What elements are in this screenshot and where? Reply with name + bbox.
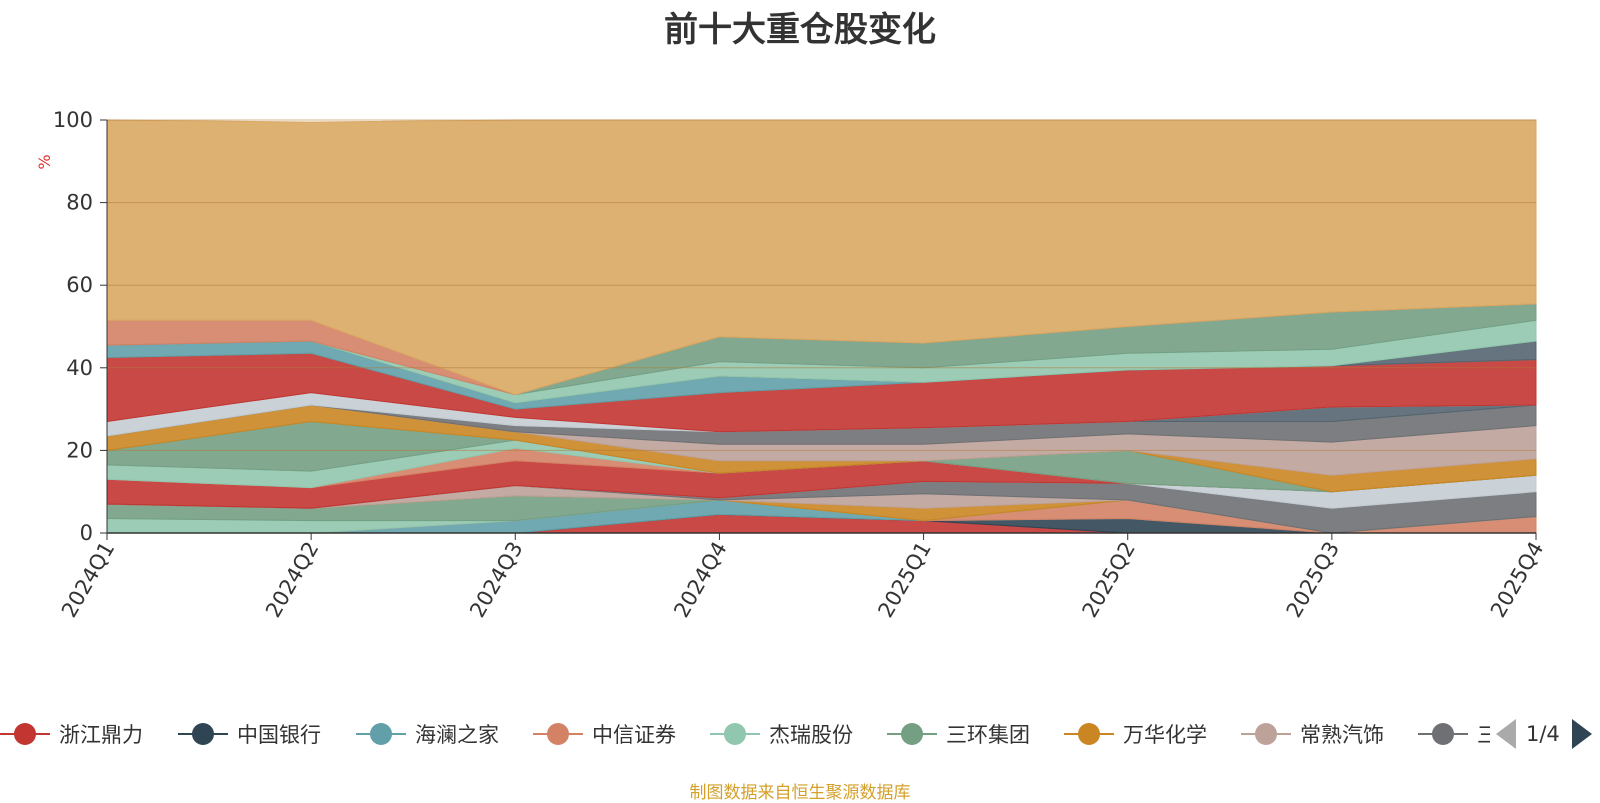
legend-item-4[interactable]: 杰瑞股份 <box>710 714 853 754</box>
x-tick-label-5: 2025Q2 <box>1078 538 1140 622</box>
legend-marker-icon <box>1064 714 1114 754</box>
legend-label: 海澜之家 <box>415 723 499 747</box>
legend-marker-icon <box>710 714 760 754</box>
legend-marker-dot <box>724 723 746 745</box>
legend-marker-dot <box>1432 723 1454 745</box>
legend-marker-dot <box>901 723 923 745</box>
legend-marker-dot <box>14 723 36 745</box>
legend-marker-dot <box>1078 723 1100 745</box>
y-tick-label-1: 20 <box>66 438 93 462</box>
x-tick-label-1: 2024Q2 <box>261 538 323 622</box>
data-source-note: 制图数据来自恒生聚源数据库 <box>689 783 911 803</box>
legend-marker-icon <box>1241 714 1291 754</box>
legend-item-3[interactable]: 中信证券 <box>533 714 676 754</box>
legend-marker-icon <box>356 714 406 754</box>
legend-label: 中国银行 <box>237 723 321 747</box>
x-tick-label-0: 2024Q1 <box>57 538 119 622</box>
legend-item-2[interactable]: 海澜之家 <box>356 714 499 754</box>
legend-label: 浙江鼎力 <box>59 723 143 747</box>
legend-marker-icon <box>533 714 583 754</box>
y-tick-label-4: 80 <box>66 191 93 215</box>
legend-marker-dot <box>1255 723 1277 745</box>
x-tick-label-2: 2024Q3 <box>465 538 527 622</box>
legend-marker-dot <box>547 723 569 745</box>
legend-pager: 1/4 <box>1496 714 1592 754</box>
legend-label: 常熟汽饰 <box>1300 723 1384 747</box>
legend-label: 三一重工 <box>1477 723 1490 747</box>
legend-marker-icon <box>1418 714 1468 754</box>
legend-item-8[interactable]: 三一重工 <box>1418 714 1490 754</box>
y-tick-label-5: 100 <box>53 108 93 132</box>
legend-marker-icon <box>0 714 50 754</box>
y-axis-label: % <box>35 154 54 169</box>
y-tick-label-2: 40 <box>66 356 93 380</box>
y-tick-label-3: 60 <box>66 273 93 297</box>
legend: 浙江鼎力 中国银行 海澜之家 中信证券 杰瑞股份 三环集团 万华化学 常熟汽饰 三一重工 <box>0 714 1490 754</box>
legend-label: 中信证券 <box>592 723 676 747</box>
x-tick-label-3: 2024Q4 <box>669 538 731 622</box>
triangle-left-icon[interactable] <box>1496 719 1516 749</box>
legend-item-7[interactable]: 常熟汽饰 <box>1241 714 1384 754</box>
y-tick-label-0: 0 <box>80 521 93 545</box>
legend-page-indicator: 1/4 <box>1526 722 1560 746</box>
triangle-right-icon[interactable] <box>1571 719 1592 749</box>
legend-label: 三环集团 <box>946 723 1030 747</box>
legend-marker-icon <box>887 714 937 754</box>
legend-marker-icon <box>178 714 228 754</box>
x-tick-label-4: 2025Q1 <box>873 538 935 622</box>
legend-item-5[interactable]: 三环集团 <box>887 714 1030 754</box>
x-tick-label-7: 2025Q4 <box>1486 538 1548 622</box>
legend-label: 杰瑞股份 <box>769 723 853 747</box>
x-tick-label-6: 2025Q3 <box>1282 538 1344 622</box>
legend-item-6[interactable]: 万华化学 <box>1064 714 1207 754</box>
legend-marker-dot <box>370 723 392 745</box>
chart-title: 前十大重仓股变化 <box>664 10 936 50</box>
legend-label: 万华化学 <box>1123 723 1207 747</box>
legend-marker-dot <box>192 723 214 745</box>
legend-item-0[interactable]: 浙江鼎力 <box>0 714 143 754</box>
legend-item-1[interactable]: 中国银行 <box>178 714 321 754</box>
area-layer <box>106 119 1537 534</box>
